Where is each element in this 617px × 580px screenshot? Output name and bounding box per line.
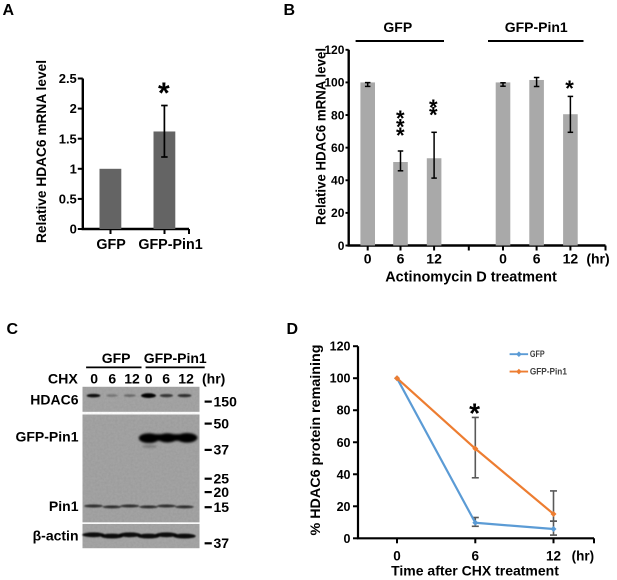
svg-text:GFP-Pin1: GFP-Pin1 xyxy=(530,367,567,377)
svg-text:Actinomycin D treatment: Actinomycin D treatment xyxy=(385,270,557,286)
svg-text:0.5: 0.5 xyxy=(59,192,77,207)
svg-text:Pin1: Pin1 xyxy=(49,498,79,514)
svg-text:20: 20 xyxy=(214,484,230,500)
svg-text:0: 0 xyxy=(90,371,98,387)
svg-text:GFP-Pin1: GFP-Pin1 xyxy=(138,237,202,253)
svg-text:*: * xyxy=(429,95,438,120)
svg-text:1: 1 xyxy=(70,161,77,176)
svg-text:37: 37 xyxy=(214,442,230,458)
svg-text:GFP-Pin1: GFP-Pin1 xyxy=(15,429,78,445)
svg-text:6: 6 xyxy=(397,251,405,267)
svg-text:40: 40 xyxy=(331,174,345,188)
svg-text:12: 12 xyxy=(563,251,579,267)
svg-text:GFP: GFP xyxy=(96,237,126,253)
svg-text:37: 37 xyxy=(214,535,230,551)
svg-text:0: 0 xyxy=(70,222,77,237)
svg-text:*: * xyxy=(396,106,405,131)
svg-text:12: 12 xyxy=(124,371,140,387)
svg-text:Relative HDAC6 mRNA level: Relative HDAC6 mRNA level xyxy=(314,48,329,225)
svg-text:GFP-Pin1: GFP-Pin1 xyxy=(505,19,568,35)
svg-text:80: 80 xyxy=(331,108,345,122)
svg-text:2: 2 xyxy=(70,101,77,116)
svg-text:12: 12 xyxy=(426,251,442,267)
svg-text:1.5: 1.5 xyxy=(59,131,77,146)
svg-text:2.5: 2.5 xyxy=(59,71,77,86)
svg-text:GFP: GFP xyxy=(102,350,131,366)
svg-text:Relative HDAC6 mRNA level: Relative HDAC6 mRNA level xyxy=(34,60,49,243)
svg-text:80: 80 xyxy=(337,404,351,418)
svg-text:(hr): (hr) xyxy=(572,548,595,563)
svg-text:0: 0 xyxy=(499,251,507,267)
svg-text:*: * xyxy=(396,123,405,148)
svg-text:*: * xyxy=(158,77,170,110)
svg-text:Time after CHX treatment: Time after CHX treatment xyxy=(391,563,559,579)
svg-text:A: A xyxy=(3,2,15,19)
svg-text:6: 6 xyxy=(108,371,116,387)
svg-text:25: 25 xyxy=(214,471,230,487)
svg-text:B: B xyxy=(284,2,296,19)
svg-text:*: * xyxy=(429,103,438,128)
svg-text:20: 20 xyxy=(331,206,345,220)
svg-text:HDAC6: HDAC6 xyxy=(30,391,78,407)
svg-text:*: * xyxy=(396,114,405,139)
svg-text:(hr): (hr) xyxy=(586,251,609,267)
svg-text:D: D xyxy=(287,321,299,338)
svg-text:120: 120 xyxy=(324,43,344,57)
svg-text:*: * xyxy=(565,76,574,101)
svg-text:(hr): (hr) xyxy=(202,371,225,387)
svg-text:12: 12 xyxy=(178,371,194,387)
svg-text:60: 60 xyxy=(337,436,351,450)
svg-text:GFP: GFP xyxy=(530,349,545,359)
svg-text:0: 0 xyxy=(393,548,401,563)
svg-text:20: 20 xyxy=(337,500,351,514)
svg-text:6: 6 xyxy=(472,548,480,563)
svg-text:0: 0 xyxy=(145,371,153,387)
svg-text:GFP: GFP xyxy=(383,19,412,35)
svg-text:0: 0 xyxy=(344,532,351,546)
svg-text:50: 50 xyxy=(214,415,230,431)
svg-text:100: 100 xyxy=(324,76,344,90)
svg-text:12: 12 xyxy=(546,548,561,563)
svg-text:120: 120 xyxy=(330,340,351,354)
svg-text:C: C xyxy=(7,321,19,338)
svg-text:*: * xyxy=(469,398,480,429)
svg-text:15: 15 xyxy=(214,499,230,515)
svg-text:0: 0 xyxy=(338,239,345,253)
svg-text:0: 0 xyxy=(364,251,372,267)
svg-text:6: 6 xyxy=(533,251,541,267)
svg-text:β-actin: β-actin xyxy=(33,528,79,544)
svg-text:6: 6 xyxy=(162,371,170,387)
svg-text:GFP-Pin1: GFP-Pin1 xyxy=(144,350,207,366)
svg-text:% HDAC6 protein remaining: % HDAC6 protein remaining xyxy=(307,345,323,536)
svg-text:150: 150 xyxy=(214,393,238,409)
svg-text:CHX: CHX xyxy=(48,372,78,388)
svg-text:60: 60 xyxy=(331,141,345,155)
svg-text:100: 100 xyxy=(330,372,351,386)
svg-text:40: 40 xyxy=(337,468,351,482)
